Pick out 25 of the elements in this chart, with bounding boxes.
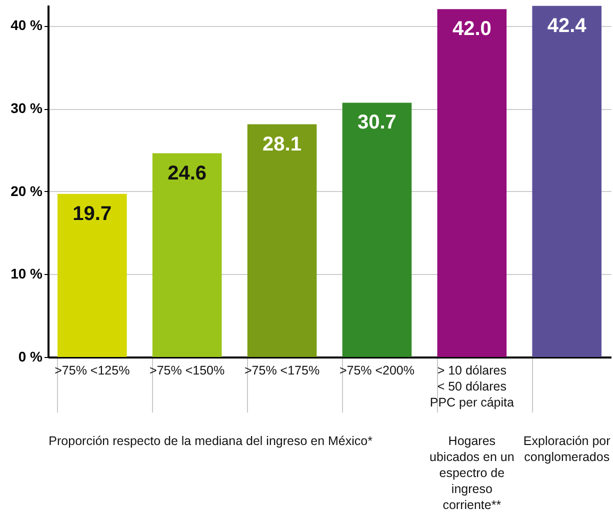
data-label: 42.4 bbox=[547, 14, 588, 37]
data-label: 28.1 bbox=[262, 133, 302, 156]
bar bbox=[342, 102, 412, 357]
bar bbox=[152, 153, 222, 357]
data-label: 19.7 bbox=[72, 202, 112, 225]
y-tick-label: 10 % bbox=[10, 266, 44, 282]
text: Hogares ubicados en un espectro de ingreso corriente** bbox=[430, 434, 514, 512]
y-tick-label: 20 % bbox=[10, 182, 44, 199]
bar bbox=[57, 194, 127, 357]
data-label: 24.6 bbox=[168, 162, 207, 184]
bar bbox=[437, 9, 507, 357]
bar bbox=[532, 6, 602, 357]
text: Proporción respecto de la mediana del ingreso en México* bbox=[48, 434, 373, 448]
data-label: 42.0 bbox=[452, 18, 492, 40]
y-tick-label: 40 % bbox=[10, 17, 44, 34]
x-tick-label: > 10 dólares < 50 dólares PPC per cápita bbox=[430, 364, 514, 410]
x-tick-label: >75% <200% bbox=[339, 364, 414, 378]
data-label: 30.7 bbox=[358, 112, 396, 134]
bar bbox=[247, 124, 317, 357]
x-tick-label: >75% <125% bbox=[54, 364, 130, 378]
x-tick-label: >75% <175% bbox=[244, 364, 320, 378]
text: Exploración por conglomerados bbox=[523, 434, 610, 464]
y-tick-label: 30 % bbox=[10, 100, 44, 116]
y-tick-label: 0 % bbox=[18, 348, 44, 364]
x-tick-label: >75% <150% bbox=[150, 364, 225, 378]
